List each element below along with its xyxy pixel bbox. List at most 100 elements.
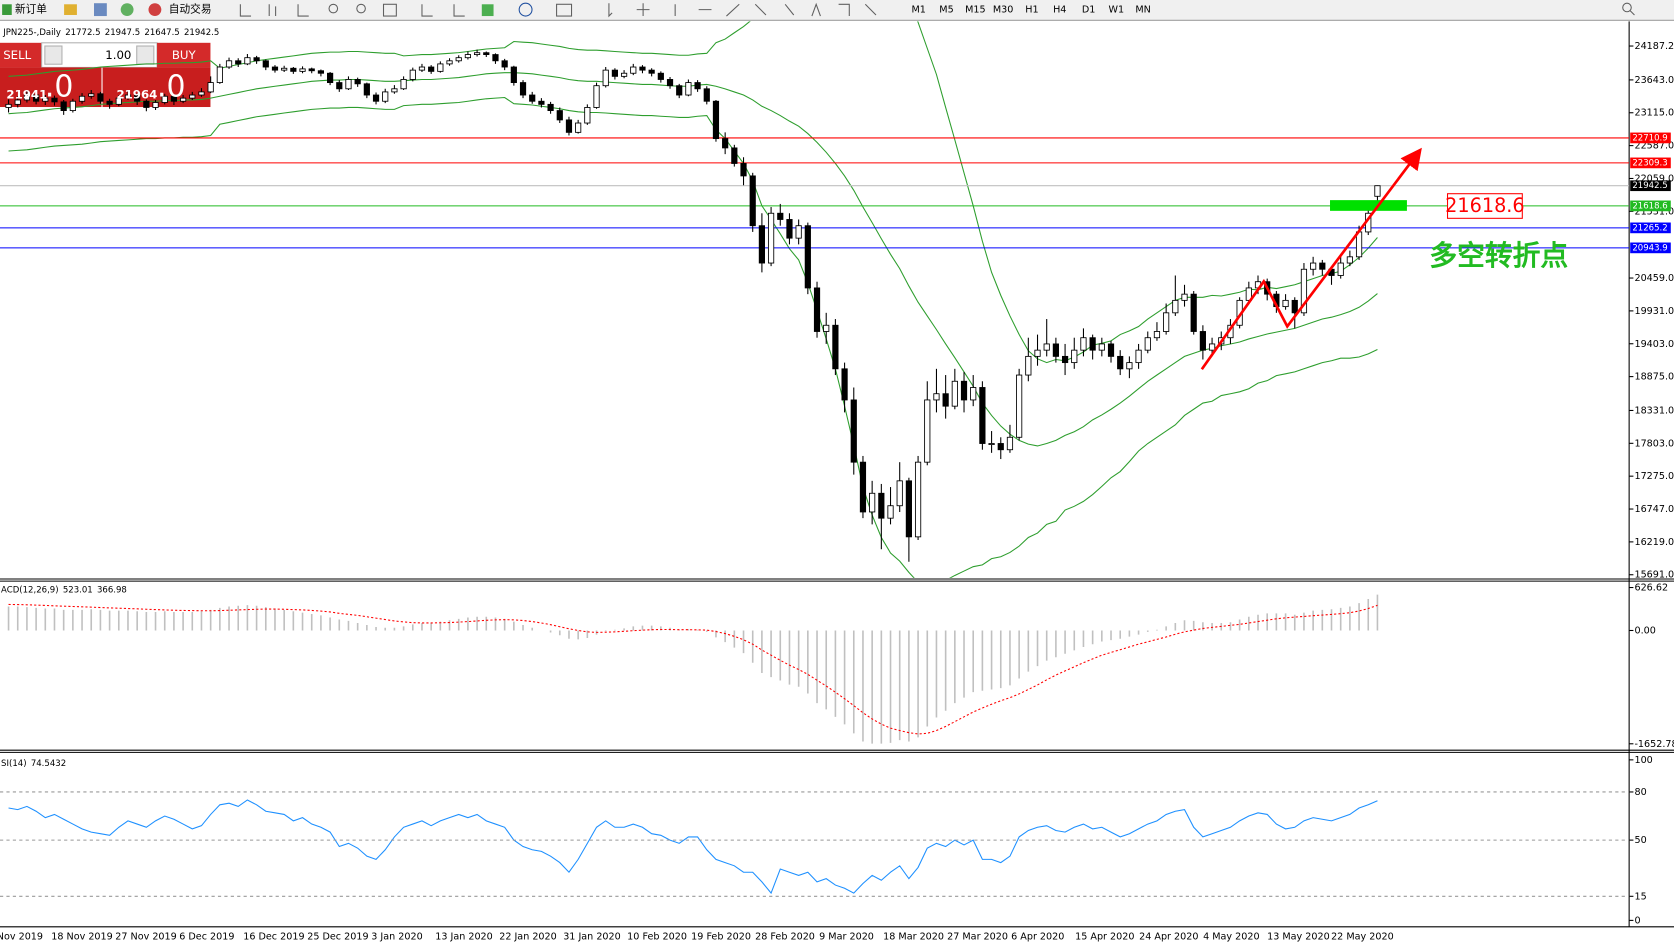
x-tick-label: 13 Jan 2020: [435, 931, 493, 942]
indicator-header: SI(14) 74.5432: [1, 759, 66, 769]
candle-body: [556, 110, 563, 121]
candle-body: [694, 82, 701, 90]
x-tick-label: 27 Mar 2020: [947, 931, 1008, 942]
x-tick-label: Nov 2019: [0, 931, 43, 942]
x-tick-label: 16 Dec 2019: [243, 931, 304, 942]
candle-body: [299, 68, 306, 72]
candle-body: [804, 225, 811, 289]
y-tick-label: 50: [1634, 835, 1646, 846]
candle-body: [758, 225, 765, 264]
candle-body: [676, 85, 683, 96]
rsi-panel: [8, 799, 1378, 895]
timeframe-button[interactable]: H4: [1053, 5, 1066, 16]
candle-body: [189, 94, 196, 99]
signal-line: [8, 603, 1378, 735]
volume-down[interactable]: [44, 45, 63, 65]
candle-body: [1337, 262, 1344, 276]
candle-body: [115, 97, 122, 105]
menu-item[interactable]: 自动交易: [169, 3, 212, 16]
candle-body: [1199, 331, 1206, 351]
y-tick-label: 17803.0: [1634, 438, 1674, 449]
candle-body: [657, 72, 664, 80]
candle-body: [1126, 362, 1133, 370]
x-tick-label: 3 Jan 2020: [371, 931, 422, 942]
price-tag: [1630, 200, 1671, 212]
menu-item[interactable]: 新订单: [15, 3, 47, 16]
y-tick-label: 16747.0: [1634, 504, 1674, 515]
ohlc-value: 21772.5: [65, 28, 100, 38]
candle-body: [529, 94, 536, 102]
candle-body: [51, 97, 58, 103]
price-tag-label: 22309.3: [1632, 158, 1667, 168]
candle-body: [1071, 349, 1078, 364]
timeframe-button[interactable]: M15: [965, 5, 986, 16]
candle-body: [363, 83, 370, 96]
candle-body: [345, 79, 352, 90]
price-tag-label: 21942.5: [1632, 181, 1667, 191]
candle-body: [905, 480, 912, 538]
candle-body: [464, 54, 472, 59]
candle-body: [143, 100, 150, 108]
y-tick-label: 80: [1634, 787, 1646, 798]
x-tick-label: 6 Dec 2019: [179, 931, 234, 942]
candle-body: [722, 138, 729, 149]
candle-body: [409, 69, 416, 80]
timeframe-button[interactable]: D1: [1082, 5, 1096, 16]
candle-body: [207, 82, 214, 93]
candle-body: [1291, 299, 1298, 314]
candle-body: [1006, 436, 1014, 451]
y-tick-label: 0: [1634, 915, 1640, 926]
candle-body: [271, 66, 279, 71]
indicator-header: ACD(12,26,9) 523.01 366.98: [1, 585, 127, 595]
candle-body: [841, 368, 848, 401]
x-tick-label: 22 May 2020: [1331, 931, 1394, 942]
x-tick-label: 13 May 2020: [1267, 931, 1330, 942]
ohlc-value: 21647.5: [144, 28, 179, 38]
buy-label[interactable]: BUY: [172, 48, 197, 62]
green-zone: [1330, 200, 1407, 211]
timeframe-button[interactable]: MN: [1135, 5, 1150, 16]
timeframe-button[interactable]: M5: [939, 5, 953, 16]
x-tick-label: 24 Apr 2020: [1139, 931, 1198, 942]
candle-body: [1374, 185, 1381, 197]
y-tick-label: 15691.0: [1634, 570, 1674, 581]
x-tick-label: 4 May 2020: [1203, 931, 1259, 942]
candle-body: [1181, 293, 1188, 301]
candle-body: [492, 54, 499, 62]
candle-body: [1117, 355, 1124, 370]
candle-body: [69, 100, 76, 112]
candle-body: [878, 492, 885, 519]
candle-body: [290, 67, 297, 72]
ohlc-value: 21942.5: [184, 28, 219, 38]
sell-button[interactable]: [0, 42, 42, 68]
candle-body: [14, 99, 21, 105]
timeframe-button[interactable]: M30: [993, 5, 1014, 16]
candle-body: [510, 66, 517, 84]
candle-body: [1144, 337, 1151, 351]
x-tick-label: 19 Feb 2020: [691, 931, 751, 942]
candle-body: [483, 52, 490, 56]
candle-body: [88, 93, 95, 97]
candle-body: [1300, 268, 1308, 314]
volume-value[interactable]: 1.00: [105, 48, 131, 62]
timeframe-button[interactable]: W1: [1109, 5, 1125, 16]
candle-body: [869, 492, 876, 513]
volume-up[interactable]: [136, 45, 155, 65]
bid-price-big: .0: [45, 69, 74, 104]
ohlc-value: 21947.5: [105, 28, 140, 38]
candle-body: [216, 66, 223, 84]
macd-panel: [7, 594, 1379, 744]
candle-body: [1153, 331, 1161, 339]
x-tick-label: 9 Mar 2020: [819, 931, 874, 942]
sell-label[interactable]: SELL: [3, 48, 31, 62]
candle-body: [731, 147, 738, 164]
timeframe-button[interactable]: M1: [912, 5, 926, 16]
toolbar-icons: [2, 2, 1635, 18]
timeframe-button[interactable]: H1: [1025, 5, 1038, 16]
candle-body: [1208, 343, 1216, 351]
candle-body: [749, 175, 756, 227]
toolbar: [0, 0, 1674, 21]
y-tick-label: 100: [1634, 755, 1652, 766]
candle-body: [262, 60, 269, 68]
candle-body: [1190, 293, 1197, 332]
